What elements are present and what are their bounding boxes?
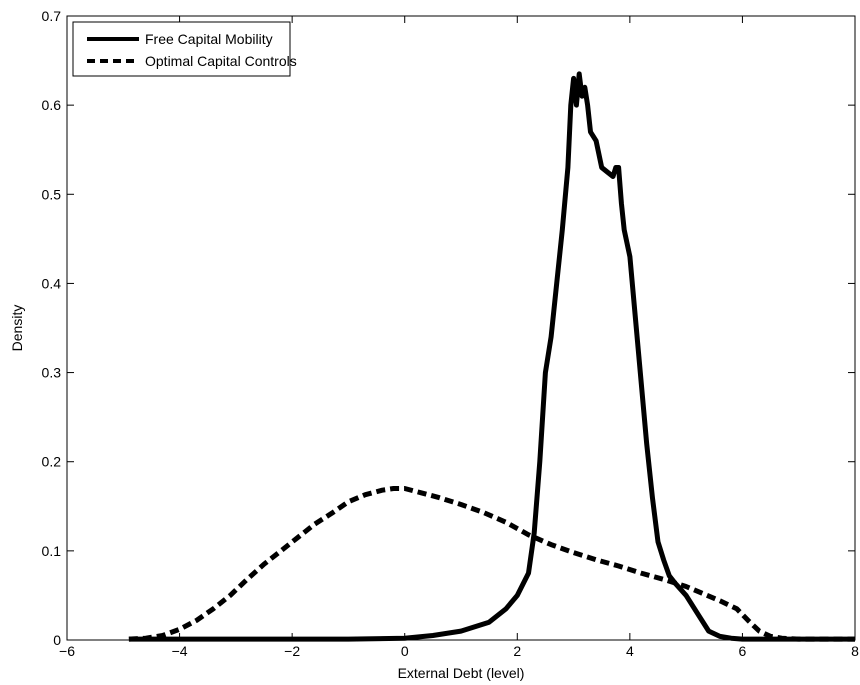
legend: Free Capital Mobility Optimal Capital Co… xyxy=(72,21,297,77)
x-tick-label: −2 xyxy=(284,643,300,659)
plot-area: −6 −4 −2 0 2 4 6 8 0 0.1 0.2 0.3 0.4 0.5 0.6 0.7 xyxy=(42,8,860,659)
y-tick-label: 0.2 xyxy=(42,454,62,470)
y-tick-label: 0.7 xyxy=(42,8,62,24)
axis-ticks: −6 −4 −2 0 2 4 6 8 0 0.1 0.2 0.3 0.4 0.5 0.6 0.7 xyxy=(42,8,860,659)
x-tick-label: −4 xyxy=(172,643,188,659)
legend-label-free-capital-mobility: Free Capital Mobility xyxy=(145,31,273,47)
x-tick-label: 2 xyxy=(513,643,521,659)
y-tick-label: 0.1 xyxy=(42,543,62,559)
x-tick-label: −6 xyxy=(59,643,75,659)
legend-box xyxy=(72,21,291,77)
y-axis-label: Density xyxy=(9,305,25,352)
x-tick-label: 0 xyxy=(401,643,409,659)
series-lines xyxy=(128,71,855,642)
y-tick-label: 0.4 xyxy=(42,275,62,291)
plot-frame xyxy=(66,15,856,641)
series-line-free-capital-mobility xyxy=(128,71,855,642)
legend-label-optimal-capital-controls: Optimal Capital Controls xyxy=(145,53,297,69)
x-tick-label: 6 xyxy=(739,643,747,659)
series-line-optimal-capital-controls xyxy=(128,486,855,642)
y-tick-label: 0.6 xyxy=(42,97,62,113)
x-tick-label: 8 xyxy=(851,643,859,659)
y-tick-label: 0 xyxy=(53,632,61,648)
x-axis-label: External Debt (level) xyxy=(398,665,525,681)
y-tick-label: 0.5 xyxy=(42,186,62,202)
y-tick-label: 0.3 xyxy=(42,365,62,381)
x-tick-label: 4 xyxy=(626,643,634,659)
